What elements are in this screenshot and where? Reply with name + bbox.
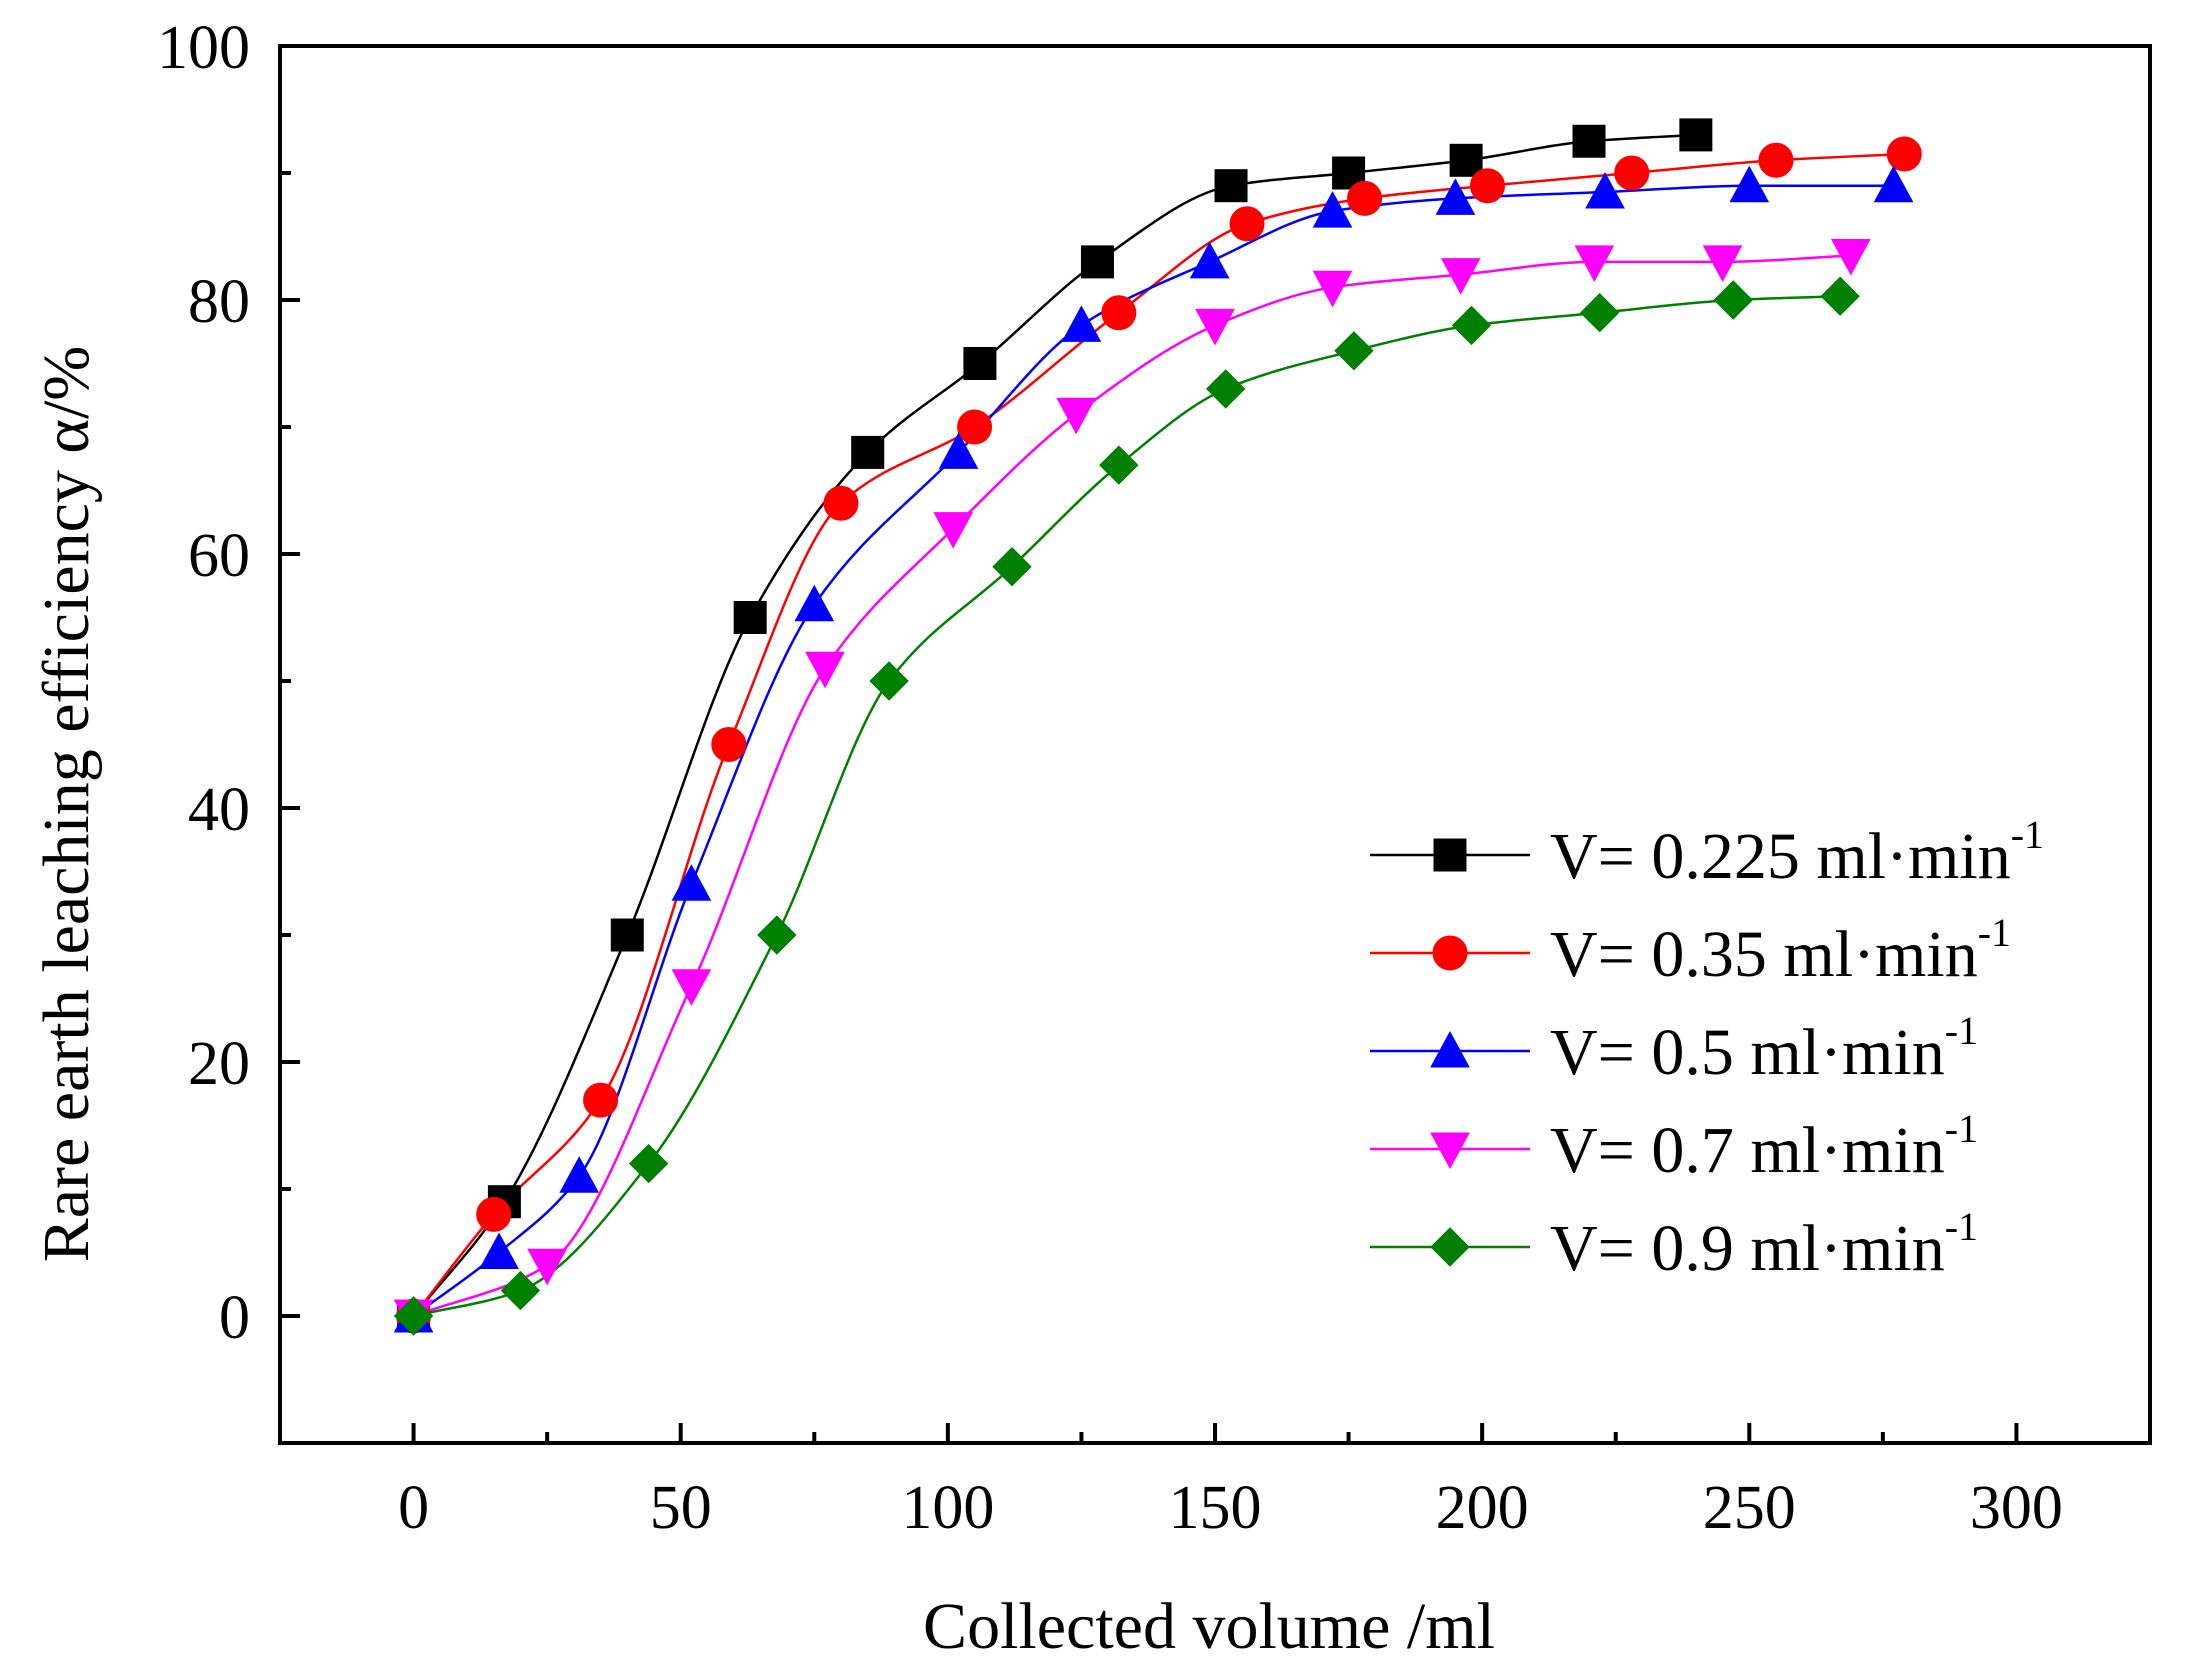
data-point bbox=[1334, 331, 1374, 371]
data-point bbox=[1435, 178, 1476, 215]
data-point bbox=[527, 1248, 567, 1286]
legend-entry-2: V= 0.35 ml·min-1 bbox=[1370, 910, 2011, 991]
data-point bbox=[1195, 308, 1235, 346]
legend-marker bbox=[1430, 1030, 1470, 1068]
legend-entry-1: V= 0.225 ml·min-1 bbox=[1370, 812, 2044, 893]
legend: V= 0.225 ml·min-1 V= 0.35 ml·min-1 V= 0.5 … bbox=[1370, 812, 2044, 1285]
data-point bbox=[1056, 397, 1096, 435]
data-point bbox=[1205, 369, 1246, 409]
x-tick-label: 100 bbox=[901, 1474, 994, 1542]
data-point bbox=[559, 1156, 600, 1193]
data-point bbox=[1469, 168, 1505, 204]
data-point bbox=[963, 347, 997, 380]
data-point bbox=[1886, 136, 1922, 172]
legend-label: V= 0.35 ml·min-1 bbox=[1550, 910, 2011, 991]
data-point bbox=[1449, 143, 1483, 177]
legend-marker bbox=[1433, 838, 1467, 872]
data-point bbox=[1574, 245, 1615, 282]
x-tick-label: 150 bbox=[1169, 1474, 1262, 1542]
data-point bbox=[1614, 155, 1650, 191]
data-point bbox=[1080, 245, 1114, 279]
x-axis-title: Collected volume /ml bbox=[923, 1590, 1495, 1663]
data-point bbox=[851, 435, 885, 469]
legend-label: V= 0.9 ml·min-1 bbox=[1550, 1204, 1978, 1285]
series-markers-2 bbox=[396, 136, 1922, 1334]
y-tick-label: 40 bbox=[188, 776, 250, 844]
data-point bbox=[1312, 270, 1353, 308]
x-tick-label: 250 bbox=[1703, 1474, 1796, 1542]
legend-marker bbox=[1430, 1132, 1470, 1170]
axes: 0 50 100 150 200 250 300 0 20 40 60 80 100 bbox=[157, 14, 2152, 1542]
data-point bbox=[1873, 165, 1914, 203]
legend-label: V= 0.5 ml·min-1 bbox=[1550, 1008, 1978, 1089]
data-point bbox=[933, 512, 974, 549]
data-point bbox=[869, 661, 909, 701]
data-point bbox=[671, 969, 712, 1006]
data-point bbox=[711, 727, 747, 762]
data-point bbox=[733, 601, 767, 634]
data-point bbox=[794, 584, 835, 622]
data-point bbox=[1729, 165, 1770, 203]
data-point bbox=[1679, 118, 1713, 152]
data-point bbox=[500, 1270, 541, 1311]
legend-label: V= 0.7 ml·min-1 bbox=[1550, 1106, 1978, 1187]
x-tick-label: 50 bbox=[650, 1474, 712, 1542]
data-point bbox=[1347, 180, 1383, 216]
legend-entry-4: V= 0.7 ml·min-1 bbox=[1370, 1106, 1978, 1187]
data-point bbox=[1820, 276, 1860, 316]
series-markers-3 bbox=[393, 165, 1914, 1333]
data-point bbox=[823, 485, 859, 521]
legend-marker bbox=[1432, 935, 1468, 971]
data-point bbox=[1061, 305, 1102, 342]
data-markers bbox=[393, 118, 1922, 1337]
data-point bbox=[1099, 445, 1139, 485]
x-tick-label: 200 bbox=[1436, 1474, 1529, 1542]
series-line-1 bbox=[412, 133, 1696, 1317]
data-point bbox=[1585, 172, 1625, 209]
legend-entry-3: V= 0.5 ml·min-1 bbox=[1370, 1008, 1978, 1089]
data-point bbox=[610, 918, 644, 952]
x-tick-label: 0 bbox=[398, 1474, 429, 1542]
data-point bbox=[1229, 206, 1265, 242]
data-point bbox=[1758, 142, 1794, 178]
data-point bbox=[757, 915, 797, 955]
y-tick-label: 100 bbox=[157, 14, 250, 82]
y-tick-label: 20 bbox=[188, 1030, 250, 1098]
data-point bbox=[583, 1082, 619, 1118]
data-point bbox=[1440, 258, 1481, 295]
series-markers-5 bbox=[393, 276, 1860, 1336]
x-tick-label: 300 bbox=[1970, 1474, 2063, 1542]
data-point bbox=[1189, 241, 1230, 279]
data-point bbox=[1579, 292, 1620, 333]
y-axis-title: Rare earth leaching efficiency α/% bbox=[30, 346, 103, 1263]
data-point bbox=[957, 409, 993, 445]
data-point bbox=[393, 1296, 434, 1336]
legend-entry-5: V= 0.9 ml·min-1 bbox=[1370, 1204, 1978, 1285]
data-point bbox=[479, 1232, 519, 1269]
y-tick-label: 0 bbox=[219, 1284, 250, 1352]
y-tick-label: 60 bbox=[188, 522, 250, 590]
data-point bbox=[1830, 239, 1871, 276]
data-point bbox=[476, 1196, 512, 1232]
data-point bbox=[1451, 305, 1492, 346]
data-point bbox=[1713, 280, 1753, 320]
data-point bbox=[671, 864, 712, 901]
data-point bbox=[1101, 295, 1137, 331]
data-point bbox=[992, 546, 1032, 587]
data-point bbox=[1572, 124, 1606, 158]
data-point bbox=[628, 1143, 669, 1184]
data-point bbox=[1702, 245, 1743, 282]
y-tick-label: 80 bbox=[188, 268, 250, 336]
legend-marker bbox=[1430, 1227, 1470, 1267]
data-point bbox=[938, 432, 979, 469]
data-point bbox=[1312, 191, 1353, 228]
legend-label: V= 0.225 ml·min-1 bbox=[1550, 812, 2044, 893]
data-point bbox=[805, 651, 845, 689]
data-point bbox=[1214, 169, 1248, 203]
